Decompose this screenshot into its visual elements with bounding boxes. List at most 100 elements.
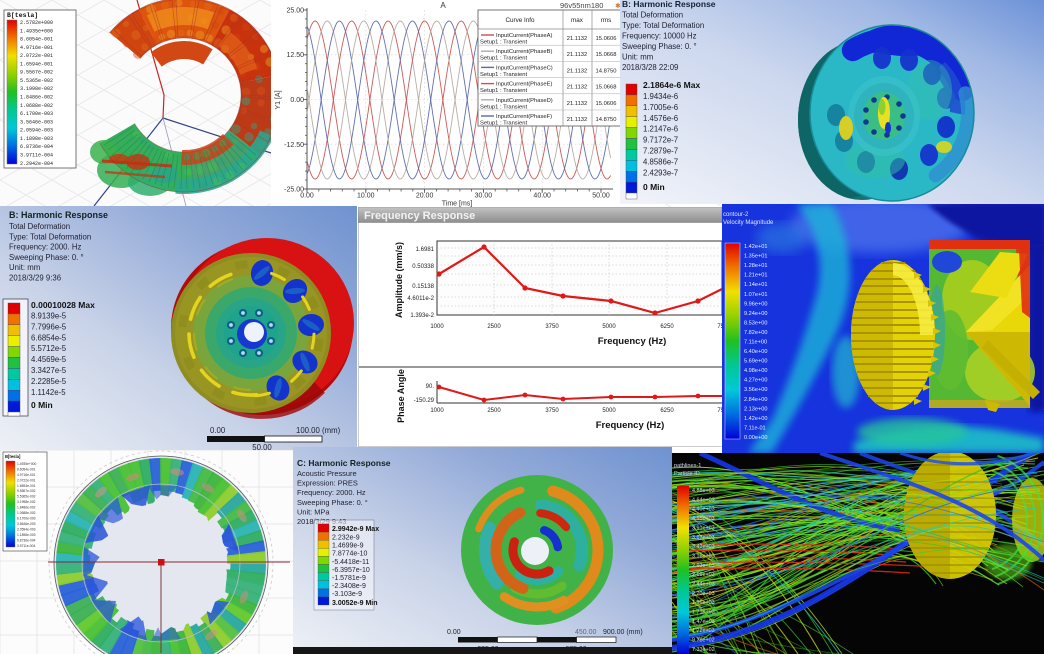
- svg-text:25.00: 25.00: [286, 8, 304, 15]
- svg-text:1.96e+03: 1.96e+03: [692, 600, 715, 606]
- svg-text:6.1700e-003: 6.1700e-003: [20, 111, 53, 117]
- svg-text:1.42e+01: 1.42e+01: [744, 244, 768, 250]
- svg-text:InputCurrent(PhaseF): InputCurrent(PhaseF): [496, 114, 552, 120]
- svg-text:1.8486e-002: 1.8486e-002: [20, 95, 53, 101]
- svg-text:Setup1 : Transient: Setup1 : Transient: [480, 88, 527, 94]
- svg-text:2.84e+00: 2.84e+00: [744, 397, 768, 403]
- svg-text:2.20e+03: 2.20e+03: [692, 591, 715, 597]
- svg-text:7.2879e-7: 7.2879e-7: [643, 147, 678, 156]
- svg-text:6.6854e-5: 6.6854e-5: [31, 333, 67, 342]
- svg-text:3.5646e-003: 3.5646e-003: [17, 522, 36, 526]
- svg-text:1000: 1000: [430, 408, 444, 414]
- svg-text:1.393e-2: 1.393e-2: [410, 313, 434, 319]
- svg-text:1.6981: 1.6981: [416, 247, 435, 253]
- svg-text:4.98e+00: 4.98e+00: [744, 368, 768, 374]
- svg-text:B: Harmonic Response: B: Harmonic Response: [9, 210, 108, 220]
- svg-text:Expression: PRES: Expression: PRES: [297, 479, 358, 488]
- svg-text:15.0606: 15.0606: [596, 36, 617, 42]
- svg-text:5.5712e-5: 5.5712e-5: [31, 344, 67, 353]
- svg-text:2.0594e-003: 2.0594e-003: [20, 128, 53, 134]
- svg-text:Setup1 : Transient: Setup1 : Transient: [480, 121, 527, 127]
- svg-text:3.42e+03: 3.42e+03: [692, 544, 715, 550]
- svg-text:Phase Angle: Phase Angle: [396, 369, 406, 423]
- svg-text:2.2942e-004: 2.2942e-004: [20, 161, 53, 167]
- svg-text:8.6054e-001: 8.6054e-001: [17, 467, 36, 471]
- svg-text:✱: ✱: [615, 2, 621, 10]
- svg-text:Type: Total Deformation: Type: Total Deformation: [9, 232, 91, 241]
- svg-text:5.5365e-002: 5.5365e-002: [20, 78, 53, 84]
- svg-text:7.11e+00: 7.11e+00: [744, 340, 767, 346]
- svg-text:2.93e+03: 2.93e+03: [692, 563, 715, 569]
- svg-text:1.9434e-6: 1.9434e-6: [643, 92, 678, 101]
- svg-text:15.0668: 15.0668: [596, 85, 617, 91]
- svg-text:3.67e+03: 3.67e+03: [692, 535, 715, 541]
- svg-text:450.00: 450.00: [575, 629, 597, 636]
- svg-text:C: Harmonic Response: C: Harmonic Response: [297, 458, 391, 468]
- svg-text:3750: 3750: [545, 324, 559, 330]
- svg-text:3.56e+00: 3.56e+00: [744, 387, 768, 393]
- svg-text:12.50: 12.50: [286, 52, 304, 59]
- svg-text:1.21e+01: 1.21e+01: [744, 273, 768, 279]
- svg-text:3.9711e-004: 3.9711e-004: [20, 153, 53, 159]
- svg-text:21.1132: 21.1132: [567, 117, 588, 123]
- svg-text:5000: 5000: [602, 324, 616, 330]
- svg-text:Velocity Magnitude: Velocity Magnitude: [723, 220, 774, 226]
- svg-text:1.4935e+000: 1.4935e+000: [20, 28, 53, 34]
- svg-text:Frequency (Hz): Frequency (Hz): [596, 420, 665, 431]
- svg-text:1.1898e-003: 1.1898e-003: [20, 136, 53, 142]
- svg-text:B[tesla]: B[tesla]: [5, 454, 21, 459]
- svg-text:max: max: [571, 17, 584, 24]
- svg-text:-3.103e-9: -3.103e-9: [332, 591, 362, 598]
- svg-text:InputCurrent(PhaseA): InputCurrent(PhaseA): [496, 33, 552, 39]
- svg-text:Frequency: 10000 Hz: Frequency: 10000 Hz: [622, 32, 697, 41]
- svg-text:10.00: 10.00: [357, 193, 375, 200]
- svg-text:9.7172e-7: 9.7172e-7: [643, 136, 678, 145]
- svg-text:InputCurrent(PhaseE): InputCurrent(PhaseE): [496, 82, 552, 88]
- svg-text:Curve Info: Curve Info: [505, 17, 535, 24]
- svg-text:Frequency (Hz): Frequency (Hz): [598, 336, 667, 347]
- svg-text:0 Min: 0 Min: [31, 400, 53, 410]
- svg-text:1.35e+01: 1.35e+01: [744, 254, 768, 260]
- svg-text:1.47e+03: 1.47e+03: [692, 619, 715, 625]
- svg-text:2.1864e-6 Max: 2.1864e-6 Max: [643, 80, 700, 90]
- svg-text:4.88e+03: 4.88e+03: [692, 488, 715, 494]
- svg-text:2.4293e-7: 2.4293e-7: [643, 168, 678, 177]
- svg-text:8.53e+00: 8.53e+00: [744, 320, 768, 326]
- svg-text:4.40e+03: 4.40e+03: [692, 507, 715, 513]
- svg-text:3.0052e-9 Min: 3.0052e-9 Min: [332, 600, 378, 607]
- svg-text:B[tesla]: B[tesla]: [7, 12, 38, 19]
- svg-text:B: Harmonic Response: B: Harmonic Response: [622, 0, 716, 9]
- svg-text:2.69e+03: 2.69e+03: [692, 572, 715, 578]
- svg-text:1.22e+03: 1.22e+03: [692, 628, 715, 634]
- svg-text:6250: 6250: [660, 324, 674, 330]
- svg-text:2.9942e-9 Max: 2.9942e-9 Max: [332, 526, 379, 533]
- svg-text:21.1132: 21.1132: [567, 52, 588, 58]
- svg-text:3.5646e-003: 3.5646e-003: [20, 119, 53, 125]
- svg-text:2.5782e+000: 2.5782e+000: [20, 20, 53, 26]
- svg-text:0.00: 0.00: [210, 426, 226, 435]
- svg-text:A: A: [440, 1, 446, 10]
- svg-text:1.4699e-9: 1.4699e-9: [332, 543, 364, 550]
- svg-text:1.14e+01: 1.14e+01: [744, 282, 768, 288]
- svg-text:3750: 3750: [545, 408, 559, 414]
- svg-text:contour-2: contour-2: [723, 212, 749, 218]
- svg-text:90.: 90.: [426, 384, 435, 390]
- svg-text:InputCurrent(PhaseB): InputCurrent(PhaseB): [496, 49, 552, 55]
- svg-text:Setup1 : Transient: Setup1 : Transient: [480, 72, 527, 78]
- svg-text:0.50338: 0.50338: [412, 264, 434, 270]
- svg-text:6.40e+00: 6.40e+00: [744, 349, 768, 355]
- svg-text:1.1142e-5: 1.1142e-5: [31, 388, 66, 397]
- svg-text:8.6054e-001: 8.6054e-001: [20, 37, 53, 43]
- svg-text:2.232e-9: 2.232e-9: [332, 535, 360, 542]
- svg-text:9.78e+02: 9.78e+02: [692, 638, 715, 644]
- svg-text:Sweeping Phase: 0. °: Sweeping Phase: 0. °: [622, 42, 697, 51]
- svg-text:4.6011e-2: 4.6011e-2: [407, 296, 434, 302]
- svg-text:900.00 (mm): 900.00 (mm): [603, 629, 643, 636]
- svg-text:3.9711e-004: 3.9711e-004: [17, 544, 35, 548]
- svg-text:0.00: 0.00: [290, 97, 304, 104]
- svg-text:2018/3/28 22:09: 2018/3/28 22:09: [622, 63, 678, 72]
- svg-text:9.96e+00: 9.96e+00: [744, 301, 768, 307]
- svg-text:1.7005e-6: 1.7005e-6: [643, 103, 678, 112]
- svg-text:-150.29: -150.29: [414, 398, 435, 404]
- svg-text:-2.3408e-9: -2.3408e-9: [332, 583, 366, 590]
